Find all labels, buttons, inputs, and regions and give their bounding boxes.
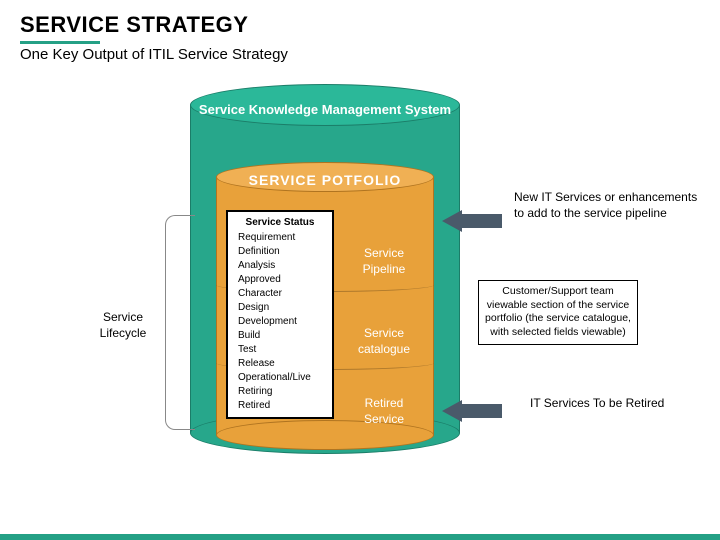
callout-catalogue: Customer/Support team viewable section o… xyxy=(478,280,638,345)
status-item: Analysis xyxy=(236,259,326,273)
inner-cylinder-label: SERVICE POTFOLIO xyxy=(216,172,434,188)
status-item: Character xyxy=(236,287,326,301)
status-box-title: Service Status xyxy=(234,216,326,230)
status-item: Development xyxy=(236,315,326,329)
status-item: Test xyxy=(236,343,326,357)
arrow-top xyxy=(442,210,502,232)
diagram-canvas: Service Knowledge Management System SERV… xyxy=(0,60,720,520)
footer-bar xyxy=(0,534,720,540)
status-item: Operational/Live xyxy=(236,371,326,385)
section-retired-label: Retired Service xyxy=(344,396,424,427)
status-item: Approved xyxy=(236,273,326,287)
status-item: Build xyxy=(236,329,326,343)
page-title: SERVICE STRATEGY xyxy=(20,12,700,38)
annotation-retired-services: IT Services To be Retired xyxy=(530,396,700,412)
status-item: Retiring xyxy=(236,385,326,399)
status-item: Requirement xyxy=(236,231,326,245)
header: SERVICE STRATEGY One Key Output of ITIL … xyxy=(0,0,720,67)
section-pipeline-label: Service Pipeline xyxy=(344,246,424,277)
status-item: Design xyxy=(236,301,326,315)
section-catalogue-label: Service catalogue xyxy=(344,326,424,357)
lifecycle-label: Service Lifecycle xyxy=(88,310,158,341)
status-item: Retired xyxy=(236,399,326,413)
status-item: Release xyxy=(236,357,326,371)
status-item: Definition xyxy=(236,245,326,259)
service-status-box: Service Status RequirementDefinitionAnal… xyxy=(226,210,334,419)
title-underline xyxy=(20,41,100,44)
annotation-new-services: New IT Services or enhancements to add t… xyxy=(514,190,699,221)
arrow-bottom xyxy=(442,400,502,422)
outer-cylinder-label: Service Knowledge Management System xyxy=(190,102,460,117)
lifecycle-brace xyxy=(165,215,195,430)
